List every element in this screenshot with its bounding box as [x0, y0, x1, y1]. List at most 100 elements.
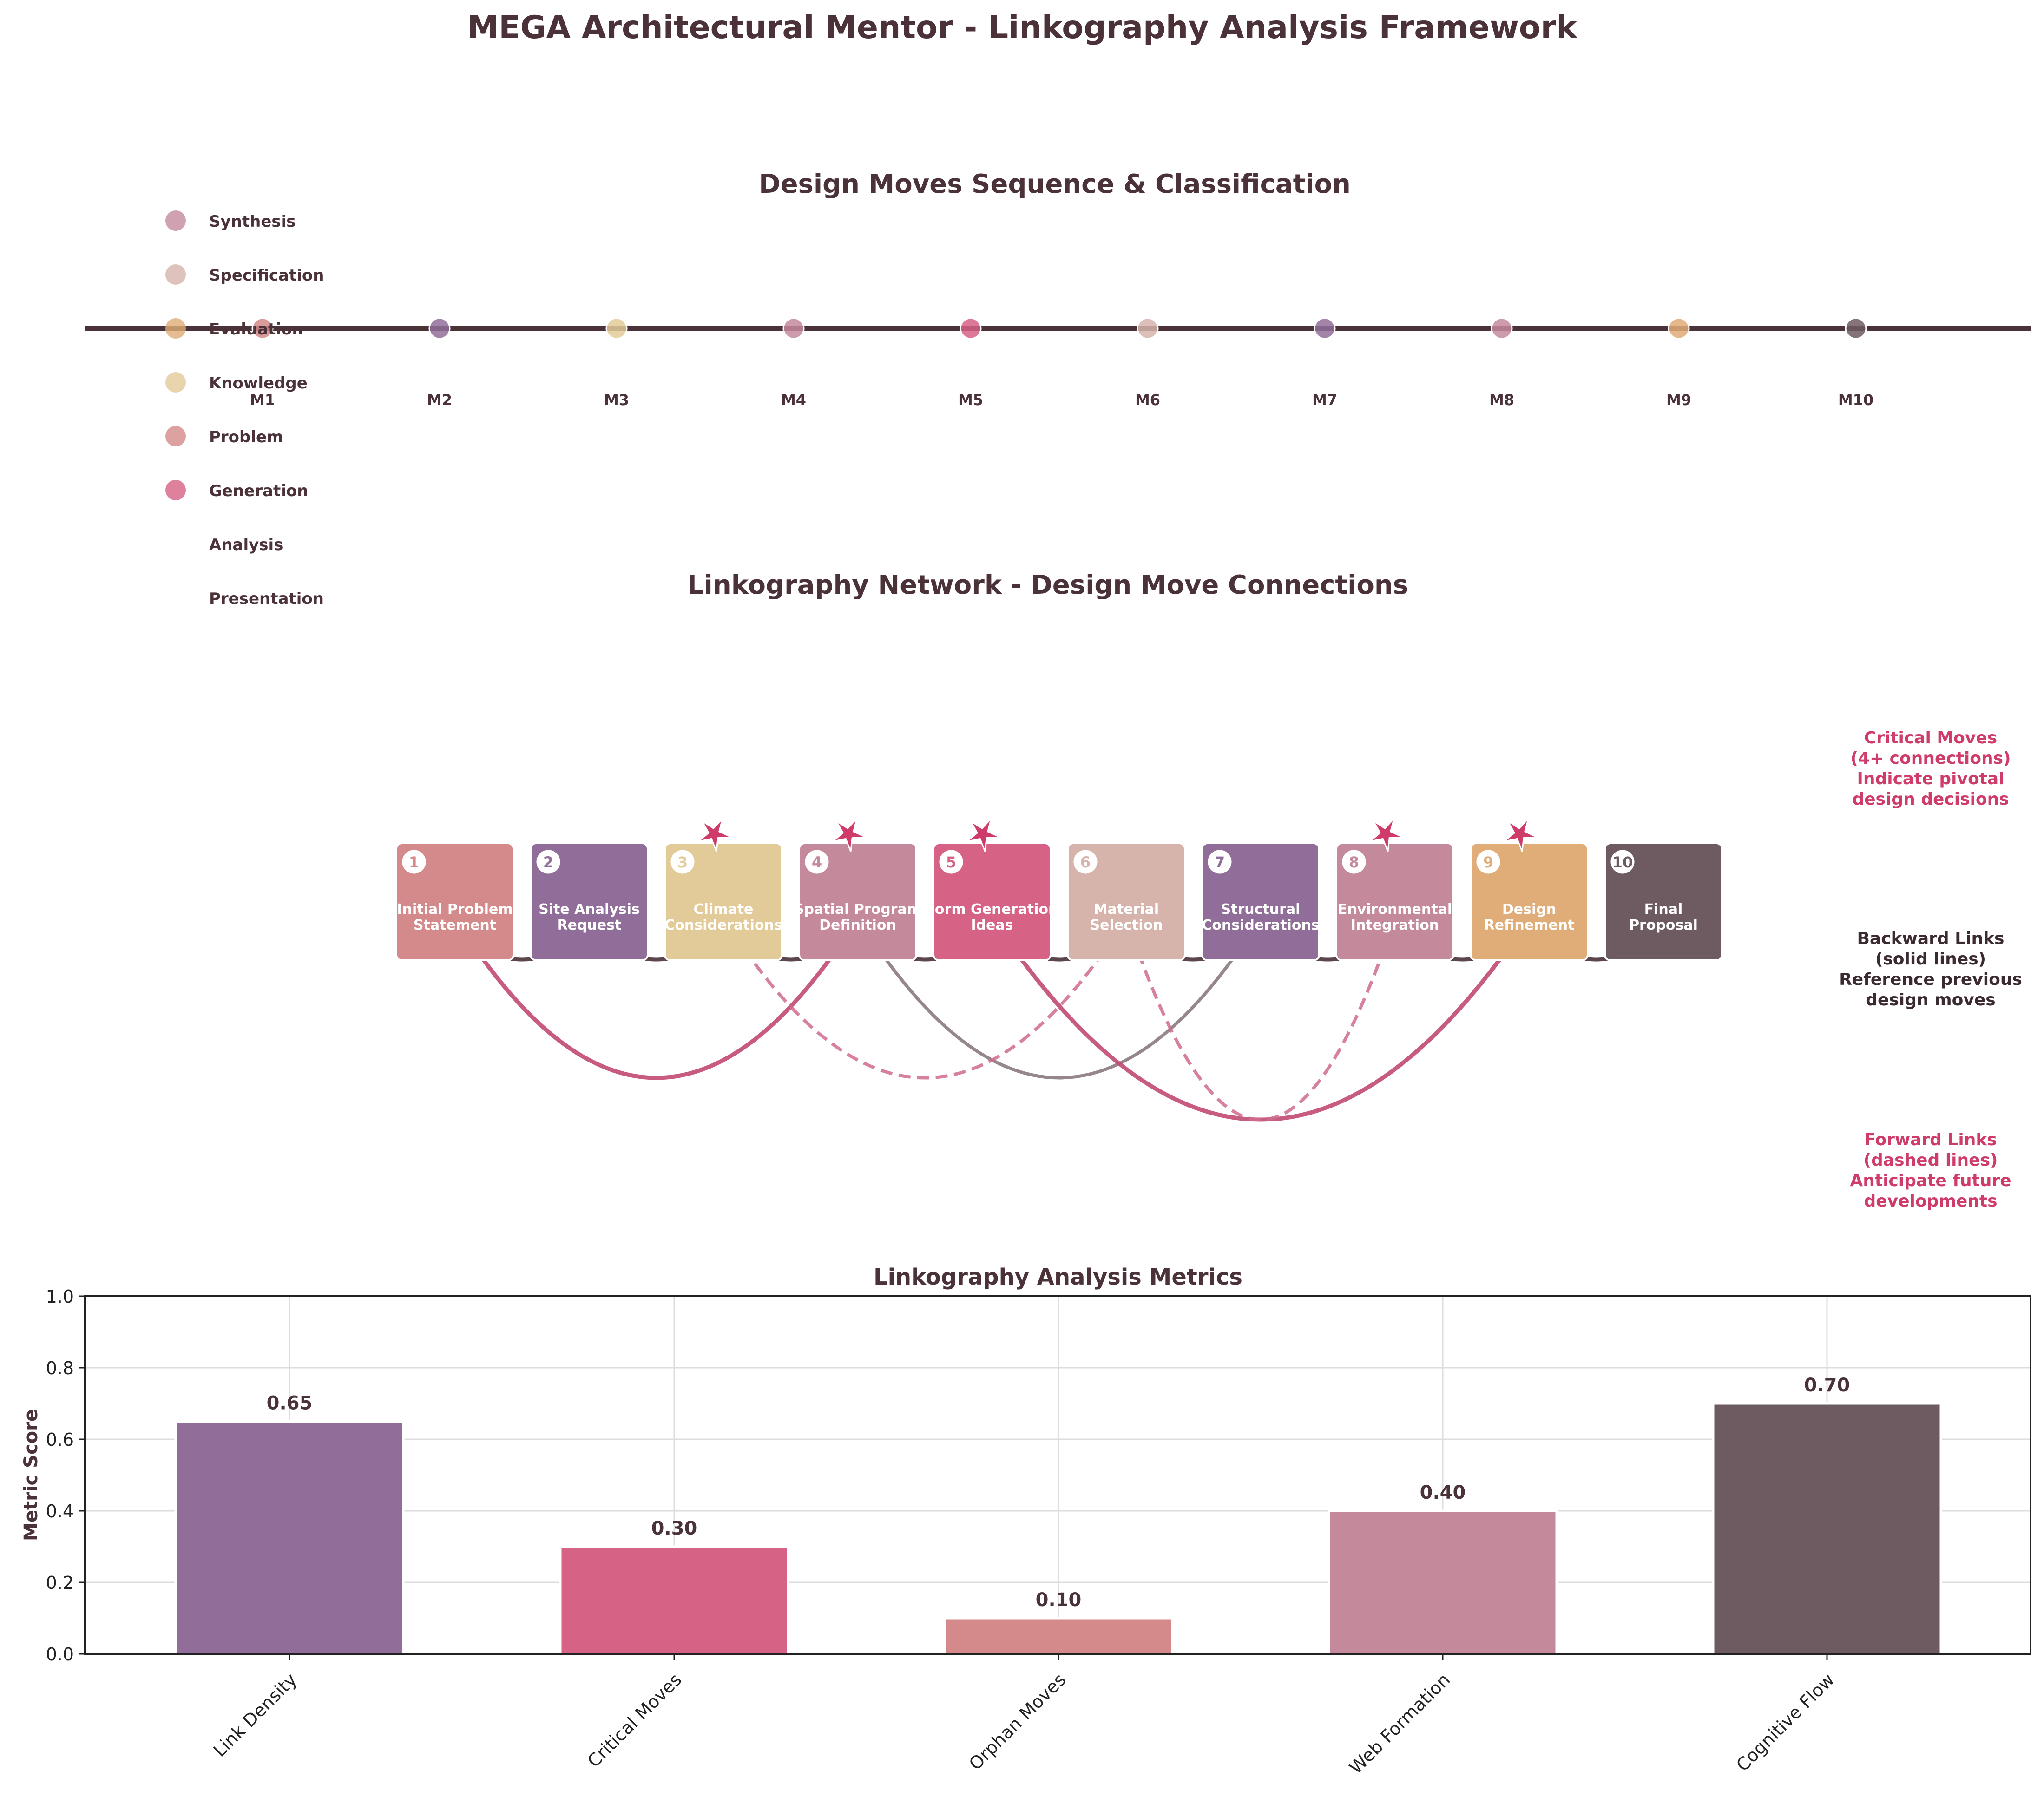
- x-tick-label-5: Cognitive Flow: [1732, 1669, 1838, 1775]
- critical-star-icon-3: [697, 818, 732, 852]
- bar-3: [943, 1617, 1174, 1655]
- move-number-6: 6: [1080, 853, 1091, 871]
- panel-clip-mask: [325, 1172, 1859, 1255]
- move-label-9: M9: [1666, 391, 1691, 409]
- move-badge-3: [668, 847, 697, 876]
- x-tick-label-1: Link Density: [210, 1669, 301, 1761]
- move-box-1: [395, 842, 514, 961]
- page-title: MEGA Architectural Mentor - Linkography …: [467, 9, 1578, 46]
- move-box-5: [933, 842, 1052, 961]
- bar-1: [174, 1420, 405, 1655]
- bar-4: [1328, 1509, 1558, 1655]
- bar-value-label-4: 0.40: [1420, 1482, 1466, 1503]
- sequence-legend: Synthesis Specification Evaluation Knowledg…: [165, 210, 324, 608]
- move-number-8: 8: [1349, 853, 1359, 871]
- note-forward-line1: Forward Links: [1864, 1130, 1997, 1149]
- sequence-panel: Design Moves Sequence & Classification M…: [85, 169, 2031, 608]
- y-tick-label-5: 1.0: [46, 1286, 74, 1307]
- x-tick-label-4: Web Formation: [1345, 1669, 1454, 1778]
- move-badge-4: [802, 847, 831, 876]
- move-marker-6: [1137, 317, 1159, 340]
- move-badge-1: [400, 847, 428, 876]
- move-marker-5: [960, 317, 982, 340]
- move-marker-10: [1845, 317, 1867, 340]
- move-title-line1-2: Site Analysis: [539, 901, 640, 918]
- link-1-4: [453, 916, 860, 1080]
- note-backward-line4: design moves: [1866, 990, 1995, 1010]
- y-tick-label-1: 0.2: [46, 1573, 74, 1593]
- note-forward-line3: Anticipate future: [1850, 1171, 2011, 1190]
- move-label-8: M8: [1489, 391, 1514, 409]
- move-box-10: [1604, 842, 1723, 961]
- move-marker-2: [428, 317, 451, 340]
- link-4-7: [856, 917, 1262, 1080]
- move-badge-6: [1071, 847, 1100, 876]
- move-number-5: 5: [946, 853, 956, 871]
- move-title-line1-6: Material: [1094, 901, 1159, 918]
- move-label-4: M4: [781, 391, 806, 409]
- critical-star-icon-4: [832, 818, 866, 852]
- move-title-line1-4: Spatial Program: [794, 901, 921, 918]
- move-marker-3: [605, 317, 628, 340]
- network-panel: Linkography Network - Design Move Connec…: [325, 570, 2022, 1255]
- move-box-8: [1335, 842, 1454, 961]
- move-marker-4: [782, 317, 805, 340]
- move-box-9: [1470, 842, 1589, 961]
- move-badge-8: [1340, 847, 1368, 876]
- move-badge-5: [937, 847, 966, 876]
- move-title-line2-5: Ideas: [971, 917, 1013, 933]
- note-backward-line3: Reference previous: [1839, 970, 2022, 989]
- note-backward-line2: (solid lines): [1875, 950, 1986, 969]
- move-box-6: [1067, 842, 1186, 961]
- note-forward-line2: (dashed lines): [1864, 1151, 1998, 1170]
- move-title-line2-4: Definition: [819, 917, 896, 933]
- note-critical-line3: Indicate pivotal: [1857, 769, 2004, 788]
- move-title-line1-1: Initial Problem: [397, 901, 513, 918]
- legend-label-knowledge: Knowledge: [209, 374, 308, 393]
- legend-marker-specification: [165, 264, 186, 285]
- y-tick-label-2: 0.4: [46, 1501, 74, 1522]
- move-box-7: [1201, 842, 1320, 961]
- note-critical-line1: Critical Moves: [1864, 728, 1997, 748]
- critical-star-icon-9: [1503, 818, 1538, 852]
- move-title-line2-10: Proposal: [1629, 917, 1698, 933]
- note-critical-line2: (4+ connections): [1850, 749, 2011, 768]
- move-badge-2: [534, 847, 563, 876]
- legend-marker-synthesis: [165, 210, 186, 231]
- legend-label-problem: Problem: [209, 428, 283, 446]
- move-label-6: M6: [1135, 391, 1160, 409]
- move-title-line2-9: Refinement: [1484, 917, 1575, 933]
- critical-star-icon-5: [966, 818, 1000, 852]
- move-marker-1: [251, 317, 274, 340]
- y-tick-label-0: 0.0: [46, 1644, 74, 1665]
- metrics-chart: Linkography Analysis Metrics 0.65 0.30 0.1…: [20, 1264, 2031, 1778]
- sequence-panel-title: Design Moves Sequence & Classification: [759, 169, 1351, 199]
- move-title-line1-9: Design: [1502, 901, 1556, 918]
- move-number-1: 1: [409, 853, 419, 871]
- move-label-2: M2: [427, 391, 452, 409]
- note-forward-line4: developments: [1864, 1192, 1997, 1211]
- legend-label-synthesis: Synthesis: [209, 212, 296, 231]
- move-title-line2-1: Statement: [414, 917, 496, 933]
- x-tick-label-3: Orphan Moves: [965, 1669, 1070, 1774]
- move-number-10: 10: [1612, 853, 1633, 871]
- link-6-8: [1124, 917, 1397, 1121]
- legend-marker-generation: [165, 480, 186, 500]
- bar-value-label-5: 0.70: [1804, 1375, 1850, 1396]
- move-marker-9: [1668, 317, 1690, 340]
- move-number-4: 4: [812, 853, 822, 871]
- move-marker-7: [1314, 317, 1336, 340]
- move-number-2: 2: [543, 853, 553, 871]
- legend-marker-evaluation: [165, 318, 186, 339]
- y-tick-label-3: 0.6: [46, 1430, 74, 1450]
- move-number-3: 3: [677, 853, 688, 871]
- legend-marker-problem: [165, 426, 186, 446]
- move-box-4: [798, 842, 917, 961]
- move-label-7: M7: [1312, 391, 1337, 409]
- move-label-5: M5: [958, 391, 983, 409]
- bar-value-label-2: 0.30: [651, 1518, 697, 1539]
- move-badge-7: [1205, 847, 1234, 876]
- network-panel-title: Linkography Network - Design Move Connec…: [687, 570, 1408, 600]
- link-3-6: [722, 917, 1128, 1080]
